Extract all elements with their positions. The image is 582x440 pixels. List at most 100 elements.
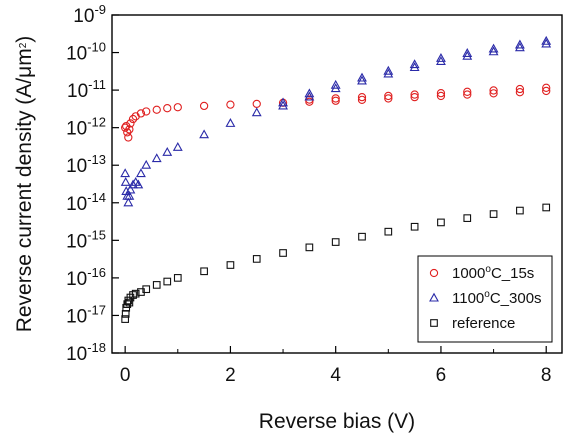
data-point (463, 90, 472, 99)
data-point (357, 75, 367, 85)
data-point (225, 118, 236, 127)
x-tick-label: 4 (330, 365, 341, 386)
data-point (516, 206, 524, 215)
y-tick-label: 10-15 (66, 227, 106, 252)
y-tick-label: 10-12 (66, 115, 106, 140)
data-point (330, 79, 341, 89)
data-point (162, 147, 173, 156)
series-triangle (120, 35, 552, 207)
data-point (542, 203, 551, 212)
data-point (121, 123, 130, 132)
data-point (463, 87, 472, 96)
series-square (121, 203, 551, 323)
data-point (436, 56, 446, 65)
data-point (515, 88, 525, 97)
y-axis-title-unit: m (13, 48, 36, 66)
legend-label: reference (452, 315, 515, 332)
legend-label: 1100oC_300s (452, 289, 542, 307)
data-point (120, 168, 131, 178)
y-axis-title-mu: μ (13, 66, 36, 78)
data-point (151, 153, 162, 163)
data-point (226, 100, 235, 109)
data-point (278, 97, 288, 107)
data-point (172, 141, 183, 151)
data-point (173, 103, 182, 112)
data-point (126, 119, 135, 128)
series-circle (121, 83, 551, 142)
data-point (489, 89, 498, 98)
x-axis-title: Reverse bias (V) (259, 410, 415, 433)
y-tick-label: 10-14 (66, 190, 106, 215)
data-point (331, 96, 340, 105)
data-point (163, 277, 172, 286)
legend-label: 1000oC_15s (452, 264, 534, 282)
data-point (136, 168, 146, 178)
data-point (436, 91, 446, 101)
data-point (462, 48, 473, 57)
data-point (409, 62, 420, 72)
y-tick-label: 10-10 (66, 40, 106, 65)
data-point (514, 42, 525, 52)
data-point (133, 179, 144, 189)
data-point (358, 232, 366, 241)
data-point (515, 84, 525, 94)
data-point (120, 177, 131, 186)
data-point (152, 281, 161, 289)
data-point (383, 65, 394, 75)
data-point (200, 267, 208, 276)
data-point (542, 86, 551, 96)
data-point (541, 38, 552, 48)
data-point (384, 227, 393, 236)
data-point (514, 39, 525, 49)
x-tick-label: 0 (120, 365, 131, 386)
data-point (331, 94, 340, 103)
data-point (436, 89, 446, 98)
y-tick-label: 10-16 (66, 265, 106, 290)
y-axis: 10-9 10-10 10-11 10-12 10-13 10-14 10-15 10-16 1… (66, 2, 119, 365)
data-point (121, 315, 130, 323)
data-point (124, 133, 133, 142)
data-point (124, 190, 135, 200)
data-point (152, 105, 161, 114)
y-axis-title-close: ) (13, 36, 36, 43)
y-tick-label: 10-11 (67, 77, 106, 102)
data-point (136, 109, 146, 118)
y-tick-label: 10-9 (73, 2, 106, 27)
data-point (126, 293, 135, 302)
data-point (305, 243, 314, 252)
y-axis-title-sup: 2 (18, 42, 29, 48)
data-point (279, 249, 287, 257)
plot-frame (111, 14, 563, 354)
data-point (125, 298, 134, 307)
data-point (384, 94, 393, 103)
y-tick-label: 10-17 (66, 302, 106, 327)
data-point (410, 90, 419, 99)
data-point (142, 285, 151, 294)
data-point (384, 91, 393, 101)
legend-marker-square (430, 319, 438, 327)
data-point (304, 88, 315, 98)
data-point (199, 101, 209, 111)
data-point (142, 107, 151, 116)
data-point (331, 238, 340, 246)
data-point (131, 289, 140, 298)
y-tick-label: 10-13 (66, 152, 106, 177)
y-axis-title: Reverse current density (A/μm2) (13, 36, 36, 333)
data-point (305, 97, 314, 106)
data-point (436, 53, 446, 62)
data-point (462, 50, 473, 60)
legend: 1000oC_15s 1100oC_300s reference (417, 255, 553, 343)
data-point (357, 95, 367, 105)
data-point (141, 159, 152, 169)
data-point (410, 92, 419, 102)
data-point (383, 68, 394, 78)
data-point (409, 59, 420, 69)
data-point (125, 125, 134, 134)
data-point (489, 86, 498, 95)
data-point (542, 83, 551, 92)
data-point (488, 46, 499, 56)
data-point (129, 291, 137, 299)
data-point (541, 35, 552, 45)
